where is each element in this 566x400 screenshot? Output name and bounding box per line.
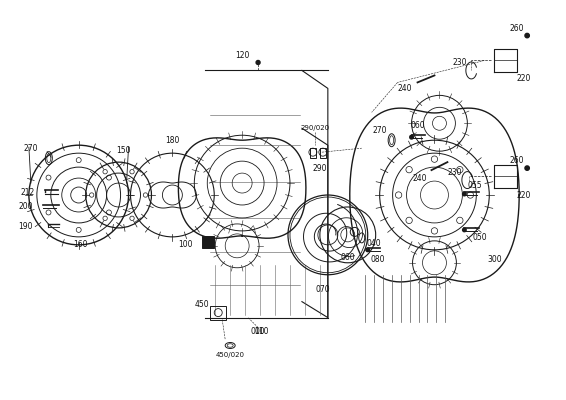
Text: 080: 080 — [370, 255, 385, 264]
Circle shape — [256, 60, 260, 64]
Text: 450: 450 — [195, 300, 209, 309]
Circle shape — [525, 33, 529, 38]
Text: 055: 055 — [467, 180, 482, 190]
Circle shape — [366, 248, 370, 252]
Text: 270: 270 — [24, 144, 38, 153]
Bar — [310, 148, 316, 158]
Text: 290/020: 290/020 — [301, 125, 329, 131]
Text: 060: 060 — [341, 253, 355, 262]
Circle shape — [410, 136, 413, 139]
Text: 260: 260 — [510, 156, 525, 165]
Text: 450/020: 450/020 — [216, 352, 245, 358]
Text: 050: 050 — [472, 233, 487, 242]
Bar — [202, 236, 215, 248]
Text: 100: 100 — [178, 240, 192, 249]
Text: 220: 220 — [517, 190, 531, 200]
Text: 260: 260 — [510, 24, 525, 33]
Text: 120: 120 — [235, 51, 250, 60]
Text: 230: 230 — [447, 168, 462, 176]
Text: 190: 190 — [19, 222, 33, 232]
Text: 010: 010 — [251, 327, 265, 336]
Text: 180: 180 — [165, 136, 179, 145]
Circle shape — [525, 166, 529, 170]
Text: 070: 070 — [316, 285, 330, 294]
Text: 220: 220 — [517, 74, 531, 83]
Bar — [210, 306, 226, 320]
Text: 240: 240 — [412, 174, 427, 182]
Circle shape — [462, 192, 466, 196]
Text: 230: 230 — [452, 58, 466, 67]
Text: 150: 150 — [116, 146, 131, 155]
Text: 200: 200 — [19, 202, 33, 212]
Text: 270: 270 — [372, 126, 387, 135]
Text: 040: 040 — [366, 239, 381, 248]
Text: 212: 212 — [21, 188, 35, 196]
Circle shape — [462, 228, 466, 232]
Text: 300: 300 — [487, 255, 501, 264]
Text: 290: 290 — [312, 164, 327, 173]
Text: 010: 010 — [255, 327, 269, 336]
Text: 160: 160 — [74, 240, 88, 249]
Text: 060: 060 — [410, 121, 425, 130]
Text: 240: 240 — [397, 84, 412, 93]
Bar — [320, 148, 326, 158]
